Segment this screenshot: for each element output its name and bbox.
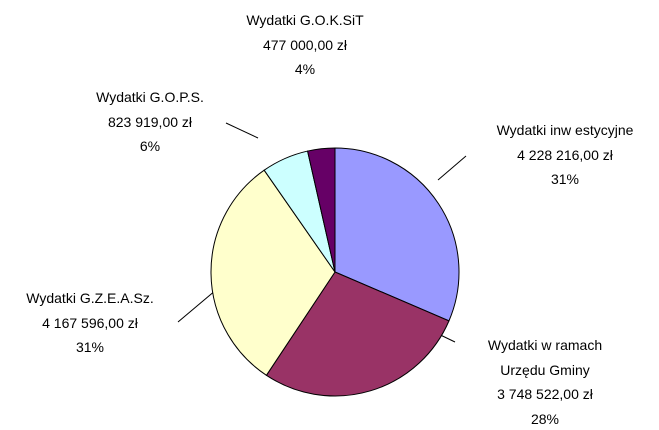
value-label: 4 167 596,00 zł <box>42 314 138 331</box>
category-label: Wydatki w ramach Urzędu Gminy <box>487 337 603 378</box>
pie-slice <box>265 271 450 397</box>
value-label: 823 919,00 zł <box>107 113 193 130</box>
slice-label: Wydatki inw estycyjne 4 228 216,00 zł 31% <box>465 118 659 192</box>
leader-line <box>437 155 467 181</box>
slice-label: Wydatki G.O.P.S. 823 919,00 zł 6% <box>50 85 250 159</box>
percent-label: 31% <box>75 339 105 355</box>
value-label: 4 228 216,00 zł <box>517 146 613 163</box>
category-label: Wydatki G.O.K.SiT <box>246 12 364 28</box>
percent-label: 28% <box>530 410 560 427</box>
pie-slice <box>210 169 336 377</box>
value-label: 3 748 522,00 zł <box>497 386 593 402</box>
category-label: Wydatki G.O.P.S. <box>96 89 204 105</box>
slice-label: Wydatki G.O.K.SiT 477 000,00 zł 4% <box>205 8 405 82</box>
slice-label: Wydatki G.Z.E.A.Sz. 4 167 596,00 zł 31% <box>0 286 190 360</box>
leader-line <box>225 122 259 139</box>
category-label: Wydatki inw estycyjne <box>496 122 634 138</box>
percent-label: 6% <box>139 138 161 154</box>
slice-label: Wydatki w ramach Urzędu Gminy 3 748 522,0… <box>445 333 645 430</box>
percent-label: 4% <box>294 61 316 77</box>
pie-slice <box>334 147 460 322</box>
category-label: Wydatki G.Z.E.A.Sz. <box>26 290 154 306</box>
leader-line <box>177 289 217 323</box>
percent-label: 31% <box>550 171 580 187</box>
value-label: 477 000,00 zł <box>262 36 348 53</box>
pie-slice <box>306 147 336 273</box>
